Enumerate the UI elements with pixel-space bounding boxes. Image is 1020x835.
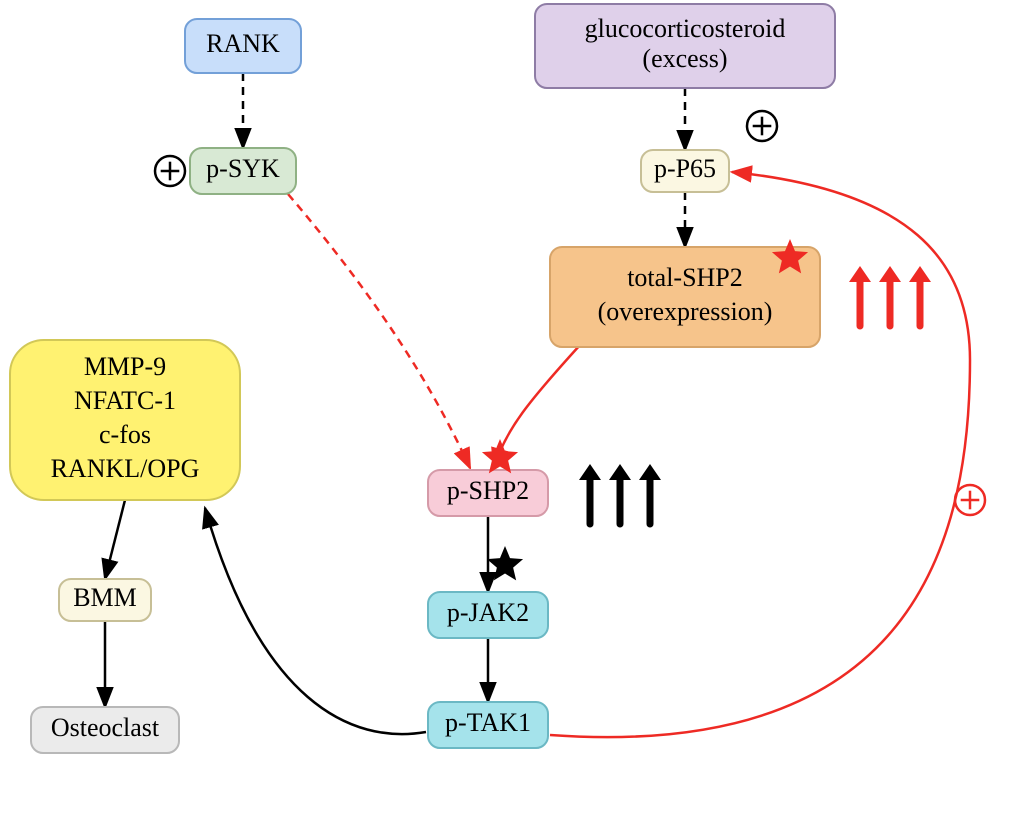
node-psyk: p-SYK (190, 148, 296, 194)
node-ptak1-label: p-TAK1 (445, 708, 531, 737)
circle-plus-icon (155, 156, 185, 186)
node-ptak1: p-TAK1 (428, 702, 548, 748)
up-arrows-icon (579, 464, 661, 524)
node-yellow-label-3: RANKL/OPG (51, 454, 200, 483)
node-gluco-label-0: glucocorticosteroid (585, 14, 786, 43)
node-osteoclast-label: Osteoclast (51, 713, 160, 742)
node-yellow-label-1: NFATC-1 (74, 386, 176, 415)
node-bmm: BMM (59, 579, 151, 621)
node-total_shp2-label-1: (overexpression) (598, 297, 773, 326)
node-yellow: MMP-9 NFATC-1 c-fos RANKL/OPG (10, 340, 240, 500)
node-pshp2-label: p-SHP2 (447, 476, 529, 505)
circle-plus-icon (955, 485, 985, 515)
node-psyk-label: p-SYK (206, 154, 280, 183)
curve-total_to_pshp2 (494, 345, 580, 468)
node-pjak2-label: p-JAK2 (447, 598, 529, 627)
node-gluco-label-1: (excess) (642, 44, 727, 73)
node-osteoclast: Osteoclast (31, 707, 179, 753)
star-icon (482, 439, 518, 473)
node-yellow-label-0: MMP-9 (84, 352, 166, 381)
up-arrows-icon (849, 266, 931, 326)
node-pshp2: p-SHP2 (428, 470, 548, 516)
curve-ptak1_to_yellow (205, 508, 426, 734)
node-bmm-label: BMM (73, 583, 137, 612)
node-total_shp2: total-SHP2 (overexpression) (550, 247, 820, 347)
node-pp65-label: p-P65 (654, 154, 716, 183)
curve-psyk_to_pshp2 (288, 194, 470, 468)
node-rank: RANK (185, 19, 301, 73)
circle-plus-icon (747, 111, 777, 141)
node-total_shp2-label-0: total-SHP2 (627, 263, 743, 292)
star-icon (487, 546, 523, 580)
node-pjak2: p-JAK2 (428, 592, 548, 638)
diagram-canvas: RANK glucocorticosteroid(excess) p-SYK p-P6… (0, 0, 1020, 835)
node-yellow-label-2: c-fos (99, 420, 151, 449)
node-rank-label: RANK (206, 29, 280, 58)
node-gluco: glucocorticosteroid(excess) (535, 4, 835, 88)
node-pp65: p-P65 (641, 150, 729, 192)
edge-yellow_to_bmm (105, 500, 125, 579)
